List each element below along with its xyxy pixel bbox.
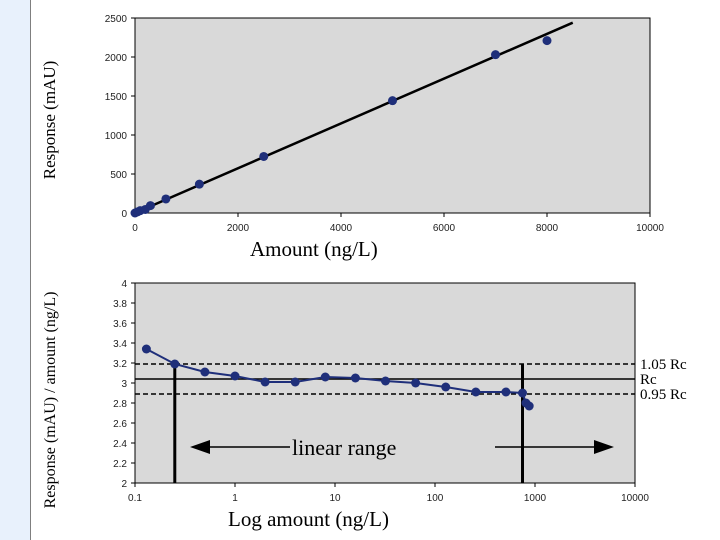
bottom-y-tick-label: 2 xyxy=(121,479,127,490)
bottom-y-tick-label: 3.6 xyxy=(113,319,127,330)
bottom-x-tick-label: 100 xyxy=(427,493,444,504)
top-y-tick-label: 500 xyxy=(110,170,127,181)
reference-line-label: Rc xyxy=(640,372,657,388)
bottom-data-point xyxy=(501,387,511,397)
bottom-y-tick-label: 2.4 xyxy=(113,439,127,450)
bottom-data-point xyxy=(290,377,300,387)
top-data-point xyxy=(259,151,269,161)
bottom-y-tick-label: 3.4 xyxy=(113,339,127,350)
reference-line-label: 0.95 Rc xyxy=(640,387,687,403)
response-factor-chart: 2 2.2 2.4 2.6 2.8 3 3.2 3.4 3.6 3.8 4 0.1 1 10 100 100… xyxy=(42,279,687,531)
top-y-axis-label: Response (mAU) xyxy=(40,61,59,180)
top-y-tick-label: 1500 xyxy=(105,92,128,103)
bottom-data-point xyxy=(141,344,151,354)
top-x-tick-label: 0 xyxy=(132,223,138,234)
bottom-y-tick-label: 4 xyxy=(121,279,127,290)
top-y-tick-label: 1000 xyxy=(105,131,128,142)
bottom-data-point xyxy=(260,377,270,387)
bottom-data-point xyxy=(518,388,528,398)
annotation-label-background xyxy=(290,432,470,462)
bottom-data-point xyxy=(200,367,210,377)
bottom-y-tick-label: 3 xyxy=(121,379,127,390)
response-factor-line xyxy=(145,348,530,407)
top-x-tick-label: 6000 xyxy=(433,223,456,234)
bottom-data-point xyxy=(411,378,421,388)
top-x-axis-label: Amount (ng/L) xyxy=(250,237,378,261)
bottom-y-axis-label: Response (mAU) / amount (ng/L) xyxy=(42,292,59,509)
bottom-y-tick-label: 2.2 xyxy=(113,459,127,470)
calibration-curve-chart: 0 500 1000 1500 2000 2500 0 2000 4000 6000 8000 10… xyxy=(40,14,664,261)
top-data-point xyxy=(542,36,552,46)
bottom-x-tick-label: 10000 xyxy=(621,493,649,504)
bottom-y-tick-label: 2.6 xyxy=(113,419,127,430)
range-arrow-right-head xyxy=(594,440,614,454)
linear-range-annotation: linear range xyxy=(190,432,614,462)
slide-sidebar-strip xyxy=(0,0,30,540)
top-x-tick-label: 8000 xyxy=(536,223,559,234)
bottom-x-tick-label: 0.1 xyxy=(128,493,142,504)
bottom-data-point xyxy=(230,371,240,381)
top-x-tick-label: 4000 xyxy=(330,223,353,234)
top-y-tick-label: 2000 xyxy=(105,53,128,64)
bottom-data-point xyxy=(441,382,451,392)
bottom-y-tick-label: 2.8 xyxy=(113,399,127,410)
bottom-data-point xyxy=(170,359,180,369)
range-arrow-left-head xyxy=(190,440,210,454)
top-plot-area xyxy=(134,17,651,214)
linear-range-label: linear range xyxy=(292,435,396,460)
top-data-point xyxy=(491,50,500,60)
reference-line-label: 1.05 Rc xyxy=(640,357,687,373)
bottom-data-point xyxy=(320,372,330,382)
bottom-data-point xyxy=(350,373,360,383)
bottom-x-tick-label: 1000 xyxy=(524,493,547,504)
top-y-tick-label: 0 xyxy=(121,209,127,220)
bottom-data-point xyxy=(381,376,391,386)
bottom-x-tick-label: 10 xyxy=(329,493,341,504)
bottom-y-tick-label: 3.8 xyxy=(113,299,127,310)
slide-edge-divider xyxy=(30,0,31,540)
top-data-point xyxy=(145,201,155,211)
bottom-x-tick-label: 1 xyxy=(232,493,238,504)
top-data-point xyxy=(161,194,171,204)
bottom-x-axis-label: Log amount (ng/L) xyxy=(228,507,389,531)
top-x-tick-label: 2000 xyxy=(227,223,250,234)
top-data-point xyxy=(194,179,204,189)
top-y-tick-label: 2500 xyxy=(105,14,128,25)
top-data-point xyxy=(388,96,397,106)
bottom-data-point xyxy=(471,387,481,397)
top-x-tick-label: 10000 xyxy=(636,223,664,234)
bottom-data-point xyxy=(524,401,534,411)
bottom-y-tick-label: 3.2 xyxy=(113,359,127,370)
